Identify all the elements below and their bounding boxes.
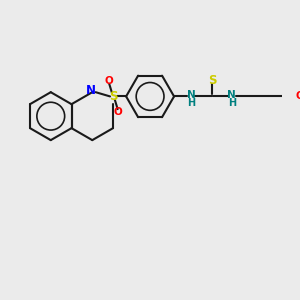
Text: O: O [295, 92, 300, 101]
Text: H: H [187, 98, 195, 109]
Text: N: N [187, 90, 195, 100]
Text: N: N [227, 90, 236, 100]
Text: N: N [86, 84, 96, 97]
Text: S: S [208, 74, 216, 87]
Text: H: H [228, 98, 236, 109]
Text: O: O [105, 76, 114, 86]
Text: O: O [113, 107, 122, 117]
Text: S: S [109, 90, 118, 103]
